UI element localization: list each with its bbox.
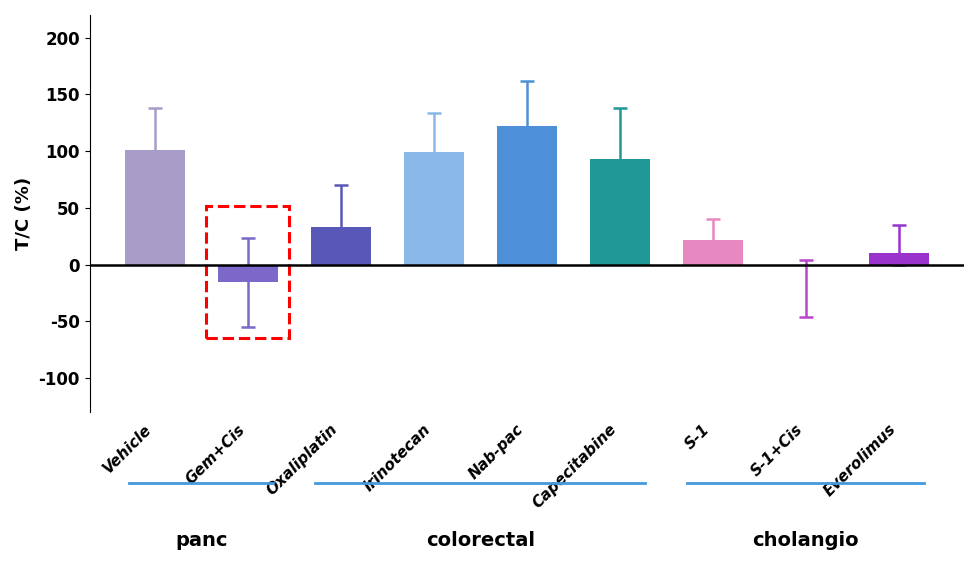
Bar (217, 264, 278, 281)
Bar (124, 150, 185, 264)
Bar (867, 253, 928, 264)
Text: cholangio: cholangio (752, 531, 859, 550)
Y-axis label: T/C (%): T/C (%) (15, 177, 33, 250)
Text: panc: panc (175, 531, 227, 550)
Bar (206, 205, 289, 338)
Bar (403, 153, 464, 264)
Bar (682, 240, 742, 264)
Text: colorectal: colorectal (425, 531, 534, 550)
Bar (310, 227, 371, 264)
Bar (775, 264, 835, 266)
Bar (496, 126, 556, 264)
Bar (589, 159, 649, 264)
